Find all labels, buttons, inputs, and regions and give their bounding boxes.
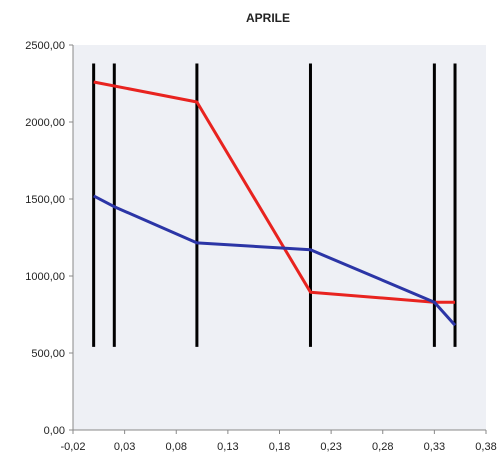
- y-tick-label-5: 2500,00: [25, 40, 65, 52]
- x-tick-label-6: 0,28: [372, 441, 393, 453]
- x-tick-label-2: 0,08: [166, 441, 187, 453]
- x-tick-label-7: 0,33: [424, 441, 445, 453]
- x-tick-label-1: 0,03: [114, 441, 135, 453]
- series-group: [93, 80, 457, 327]
- y-tick-label-4: 2000,00: [25, 117, 65, 129]
- y-tick-labels: 0,00 500,00 1000,00 1500,00 2000,00 2500,00: [25, 40, 73, 437]
- y-tick-label-3: 1500,00: [25, 194, 65, 206]
- y-tick-label-1: 500,00: [31, 348, 65, 360]
- series-line-0: [93, 80, 455, 304]
- y-tick-label-0: 0,00: [44, 425, 65, 437]
- chart-title: APRILE: [246, 11, 290, 25]
- x-tick-label-5: 0,23: [320, 441, 341, 453]
- x-tick-label-3: 0,13: [217, 441, 238, 453]
- series-line-1: [93, 194, 457, 327]
- x-tick-label-4: 0,18: [269, 441, 290, 453]
- y-tick-label-2: 1000,00: [25, 271, 65, 283]
- x-tick-label-0: -0,02: [60, 441, 85, 453]
- x-tick-labels: -0,02 0,03 0,08 0,13 0,18 0,23 0,28 0,33 0,38: [60, 430, 497, 453]
- x-tick-label-8: 0,38: [475, 441, 496, 453]
